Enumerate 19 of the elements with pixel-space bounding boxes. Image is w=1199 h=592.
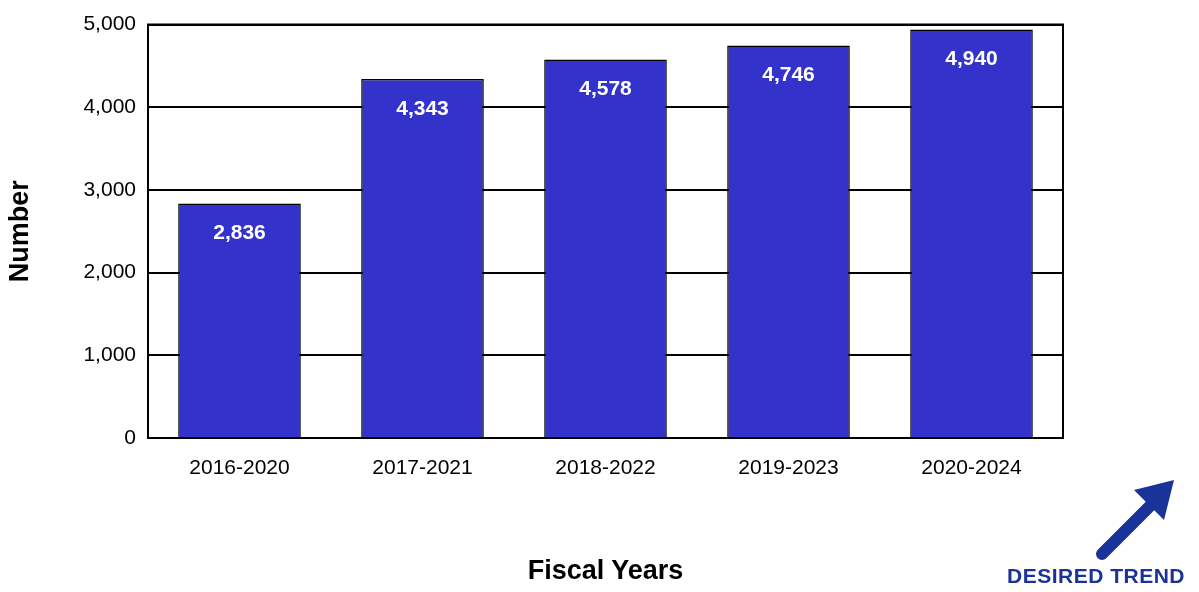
y-tick-label: 5,000 xyxy=(83,11,136,35)
y-tick-label: 3,000 xyxy=(83,176,136,200)
data-label: 2,836 xyxy=(213,220,266,244)
x-tick-label: 2016-2020 xyxy=(189,455,290,479)
text: DESIRED TREND xyxy=(1006,564,1185,588)
data-label: 4,940 xyxy=(945,46,998,70)
y-tick-label: 2,000 xyxy=(83,259,136,283)
y-tick-label: 1,000 xyxy=(83,342,136,366)
y-axis-title: Number xyxy=(3,179,34,283)
y-tick-label: 0 xyxy=(124,424,136,448)
data-label: 4,746 xyxy=(762,62,815,86)
x-tick-label: 2019-2023 xyxy=(738,455,839,479)
x-tick-label: 2018-2022 xyxy=(555,455,656,479)
y-tick-label: 4,000 xyxy=(83,94,136,118)
data-label: 4,343 xyxy=(396,95,449,119)
data-label: 4,578 xyxy=(579,76,633,100)
x-tick-label: 2020-2024 xyxy=(921,455,1023,479)
x-tick-label: 2017-2021 xyxy=(372,455,473,479)
x-axis-title: Fiscal Years xyxy=(527,555,684,586)
